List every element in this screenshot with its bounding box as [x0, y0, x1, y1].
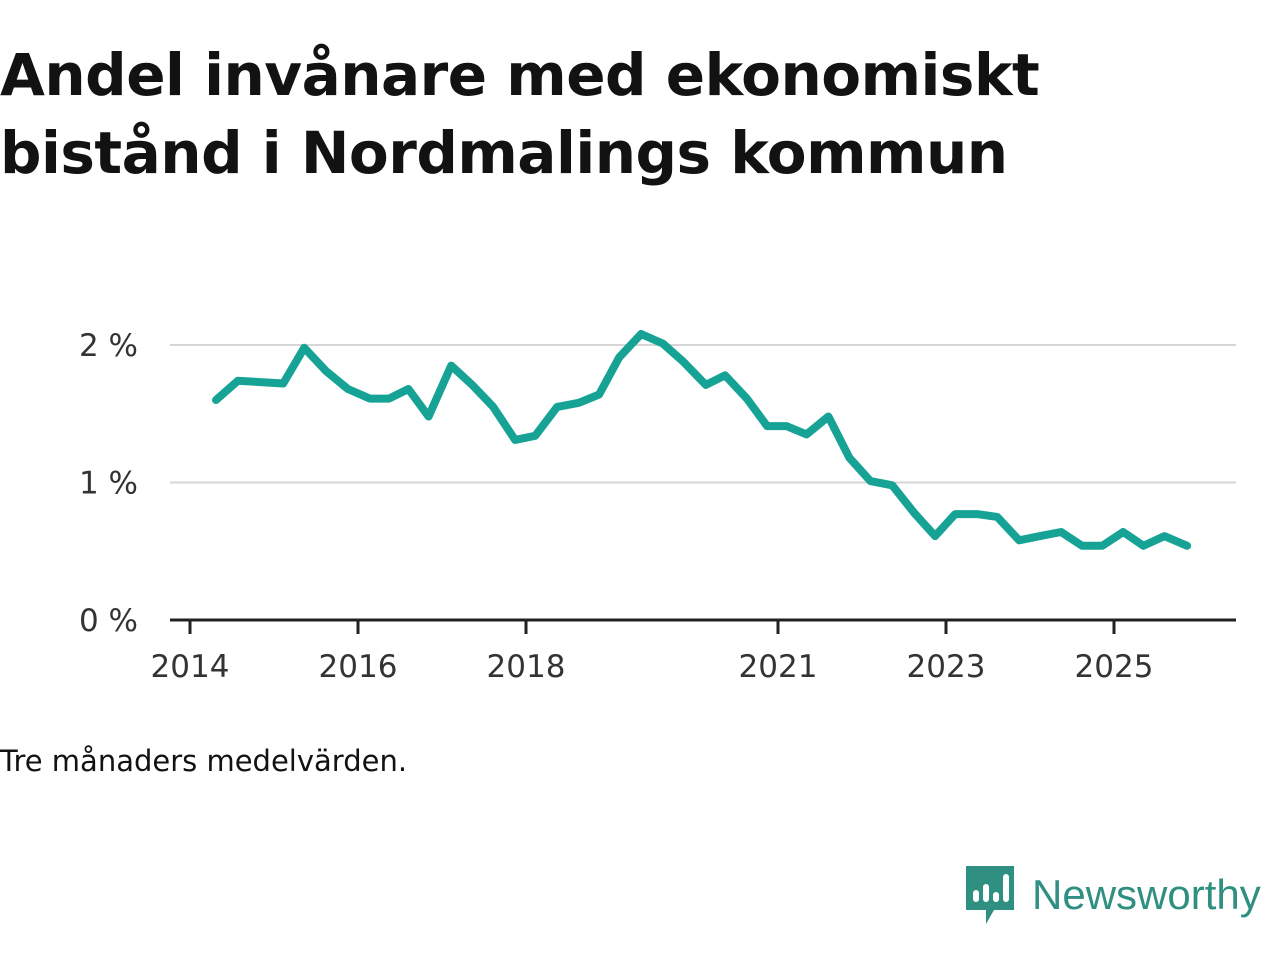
brand-name: Newsworthy: [1032, 871, 1261, 918]
newsworthy-bar-chart-logo-icon: [966, 866, 1014, 924]
x-tick-label: 2014: [151, 649, 230, 685]
brand-logo-link[interactable]: Newsworthy: [964, 864, 1261, 926]
x-tick-label: 2018: [487, 649, 566, 685]
y-tick-label: 1 %: [79, 466, 138, 502]
x-tick-label: 2023: [907, 649, 986, 685]
chart-note: Tre månaders medelvärden.: [0, 744, 408, 778]
x-axis: 2014 2016 2018 2021 2023 2025: [151, 620, 1154, 685]
chart-title: Andel invånare med ekonomiskt bistånd i …: [0, 41, 1040, 187]
series-line: [212, 330, 1192, 550]
y-tick-label: 2 %: [79, 328, 138, 364]
y-axis: 0 % 1 % 2 %: [79, 328, 138, 639]
x-tick-label: 2025: [1075, 649, 1154, 685]
x-tick-label: 2021: [739, 649, 818, 685]
x-tick-label: 2016: [319, 649, 398, 685]
gridlines: [170, 344, 1236, 484]
y-tick-label: 0 %: [79, 603, 138, 639]
